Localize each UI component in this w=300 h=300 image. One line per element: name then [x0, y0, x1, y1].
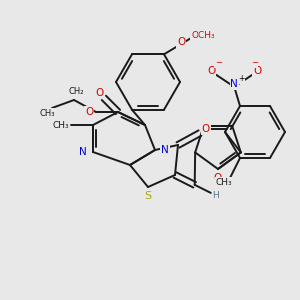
Text: N: N	[161, 145, 169, 155]
Text: CH₃: CH₃	[53, 121, 69, 130]
Text: CH₃: CH₃	[216, 178, 232, 187]
Text: CH₂: CH₂	[68, 88, 84, 97]
Text: −: −	[215, 58, 222, 68]
Text: O: O	[207, 66, 215, 76]
Text: N: N	[230, 79, 238, 89]
Text: S: S	[144, 191, 152, 201]
Text: O: O	[85, 107, 93, 117]
Text: O: O	[96, 88, 104, 98]
Text: O: O	[214, 173, 222, 183]
Text: −: −	[251, 58, 258, 68]
Text: O: O	[177, 37, 186, 47]
Text: O: O	[202, 124, 210, 134]
Text: +: +	[238, 74, 244, 83]
Text: CH₃: CH₃	[39, 109, 55, 118]
Text: OCH₃: OCH₃	[191, 31, 215, 40]
Text: N: N	[79, 147, 87, 157]
Text: H: H	[212, 191, 219, 200]
Text: O: O	[253, 66, 261, 76]
